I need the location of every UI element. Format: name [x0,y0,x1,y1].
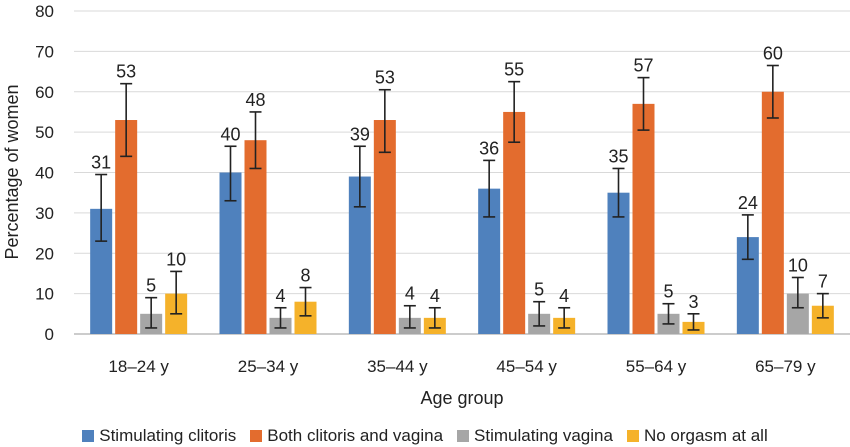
error-bar [378,88,391,154]
bar [761,91,784,334]
x-axis-title: Age group [420,388,503,408]
legend-item: Stimulating clitoris [82,426,236,446]
error-bar [249,111,262,170]
legend-label: No orgasm at all [643,425,768,445]
error-bar [508,80,521,144]
error-bar [741,214,754,261]
bar [219,172,242,334]
data-label: 5 [146,276,156,296]
error-bar [816,292,829,319]
y-tick-label: 50 [35,123,54,142]
data-label: 35 [608,146,628,166]
data-label: 10 [788,255,808,275]
error-bar [403,304,416,329]
y-tick-label: 30 [35,204,54,223]
data-label: 31 [91,153,111,173]
bar [811,305,834,334]
data-label: 4 [559,286,569,306]
data-label: 24 [738,193,758,213]
y-tick-label: 40 [35,164,54,183]
error-bar [299,286,312,317]
bar [294,301,317,334]
error-bar [766,64,779,119]
error-bar [428,306,441,329]
error-bars [95,64,829,331]
error-bar [533,300,546,327]
bar [503,111,526,334]
x-axis-ticks: 18–24 y 25–34 y 35–44 y 45–54 y 55–64 y 65–79… [108,357,816,376]
error-bar [274,306,287,329]
y-tick-label: 10 [35,285,54,304]
x-tick-label: 18–24 y [108,357,169,376]
legend-swatch [82,429,95,442]
legend-label: Stimulating vagina [474,425,613,445]
error-bar [612,167,625,218]
error-bar [637,76,650,131]
bar [90,208,113,334]
bar [348,176,371,334]
y-axis-ticks: 0 10 20 30 40 50 60 70 80 [35,2,54,344]
legend-swatch [457,429,470,442]
data-label: 5 [663,282,673,302]
data-label: 57 [633,56,653,76]
error-bar [95,173,108,242]
y-tick-label: 80 [35,2,54,21]
data-label: 10 [166,249,186,269]
x-tick-label: 55–64 y [626,357,687,376]
bar [607,192,630,334]
error-bar [145,296,158,329]
legend-item: No orgasm at all [626,425,768,446]
bar [632,103,655,334]
error-bar [558,306,571,329]
data-label: 40 [220,124,240,144]
bar [736,237,759,334]
error-bar [662,302,675,325]
legend: Stimulating clitoris Both clitoris and va… [0,424,850,447]
x-tick-label: 45–54 y [496,357,557,376]
x-tick-label: 65–79 y [755,357,816,376]
error-bar [120,82,133,158]
data-label: 8 [300,266,310,286]
legend-label: Stimulating clitoris [99,425,237,445]
y-axis-title: Percentage of women [2,84,22,259]
data-label: 4 [430,286,440,306]
bar [478,188,501,334]
error-bar [791,276,804,309]
data-label: 4 [405,284,415,304]
y-tick-label: 0 [45,325,54,344]
error-bar [224,145,237,202]
data-label: 39 [350,124,370,144]
bar [373,120,396,334]
data-label: 7 [818,272,828,292]
legend-item: Both clitoris and vagina [250,426,443,446]
y-tick-label: 20 [35,244,54,263]
data-label: 53 [375,68,395,88]
data-label: 53 [116,62,136,82]
y-tick-label: 70 [35,42,54,61]
x-tick-label: 25–34 y [238,357,299,376]
gridlines [74,10,850,335]
bar [786,293,809,334]
legend-label: Both clitoris and vagina [267,425,444,445]
error-bar [687,313,700,331]
legend-item: Stimulating vagina [457,426,613,446]
error-bar [483,159,496,218]
legend-swatch [250,429,263,442]
bar [115,120,138,334]
data-label: 36 [479,138,499,158]
data-label: 48 [245,90,265,110]
data-label: 3 [688,292,698,312]
y-tick-label: 60 [35,83,54,102]
bar [244,140,267,334]
data-label: 4 [275,286,285,306]
x-tick-label: 35–44 y [367,357,428,376]
legend-swatch [626,429,639,442]
data-label: 55 [504,60,524,80]
data-label: 5 [534,280,544,300]
data-label: 60 [763,44,783,64]
error-bar [353,145,366,208]
error-bar [170,270,183,315]
